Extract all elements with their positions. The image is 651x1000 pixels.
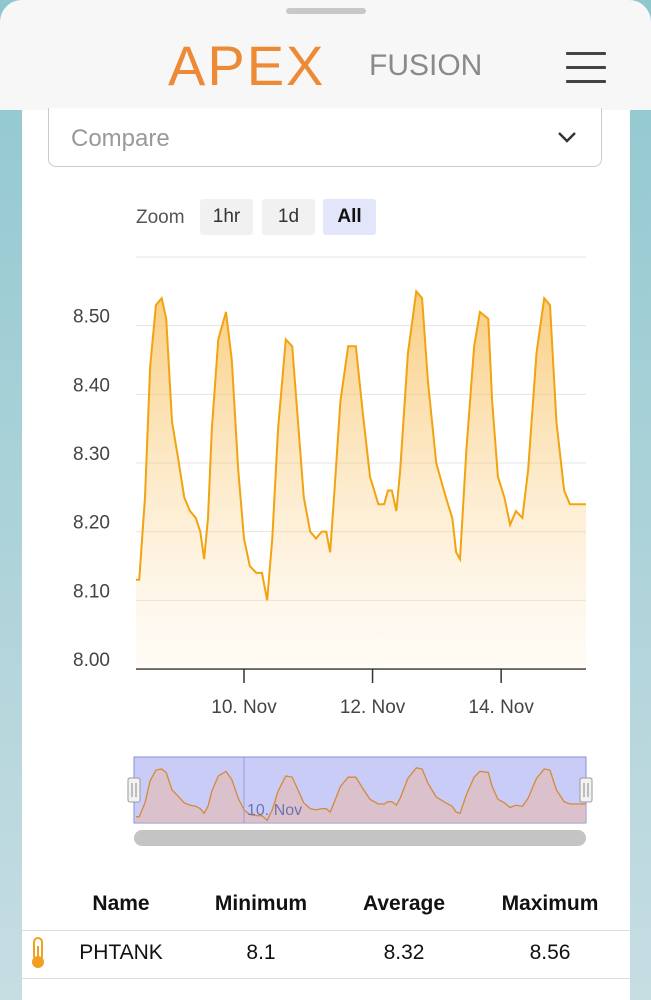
zoom-button[interactable]: 1hr xyxy=(200,199,253,235)
zoom-button[interactable]: 1d xyxy=(262,199,315,235)
drag-handle[interactable] xyxy=(286,8,366,14)
column-header: Minimum xyxy=(214,892,308,915)
thermometer-icon xyxy=(32,937,44,968)
column-header: Average xyxy=(362,892,446,915)
dropdown-placeholder: Compare xyxy=(71,125,170,152)
brand-suffix: FUSION xyxy=(369,49,483,82)
y-tick-label: 8.50 xyxy=(73,307,110,328)
y-tick-label: 8.40 xyxy=(73,375,110,396)
table-cell: PHTANK xyxy=(79,941,163,964)
data-line xyxy=(136,288,586,601)
navigator-line xyxy=(136,767,586,822)
navigator-handle[interactable] xyxy=(127,777,141,803)
zoom-label: Zoom xyxy=(136,207,185,228)
y-tick-label: 8.20 xyxy=(73,513,110,534)
compare-dropdown[interactable]: Compare xyxy=(48,108,602,167)
menu-button[interactable] xyxy=(566,52,606,94)
x-tick-label: 10. Nov xyxy=(211,697,277,718)
column-header: Name xyxy=(92,892,150,915)
table-divider xyxy=(22,978,630,979)
app-header: APEX FUSION xyxy=(0,0,651,110)
navigator-handle[interactable] xyxy=(579,777,593,803)
zoom-button[interactable]: All xyxy=(323,199,376,235)
y-tick-label: 8.00 xyxy=(73,650,110,671)
x-tick-label: 12. Nov xyxy=(340,697,406,718)
chart: 8.00 8.10 8.20 8.30 8.40 8.50 10. Nov 12. Nov 14… xyxy=(73,256,593,846)
column-header: Maximum xyxy=(501,892,599,915)
area-fill xyxy=(136,291,586,669)
navigator-label: 10. Nov xyxy=(247,802,302,819)
y-tick-label: 8.30 xyxy=(73,444,110,465)
table-cell: 8.1 xyxy=(246,941,276,964)
table-cell: 8.56 xyxy=(529,941,571,964)
chevron xyxy=(558,132,576,143)
x-tick-label: 14. Nov xyxy=(468,697,534,718)
table-divider xyxy=(22,930,630,931)
y-tick-label: 8.10 xyxy=(73,581,110,602)
scrollbar[interactable] xyxy=(134,830,586,846)
brand-logo[interactable]: APEX xyxy=(168,34,326,97)
table-cell: 8.32 xyxy=(383,941,425,964)
navigator-area xyxy=(136,767,586,823)
